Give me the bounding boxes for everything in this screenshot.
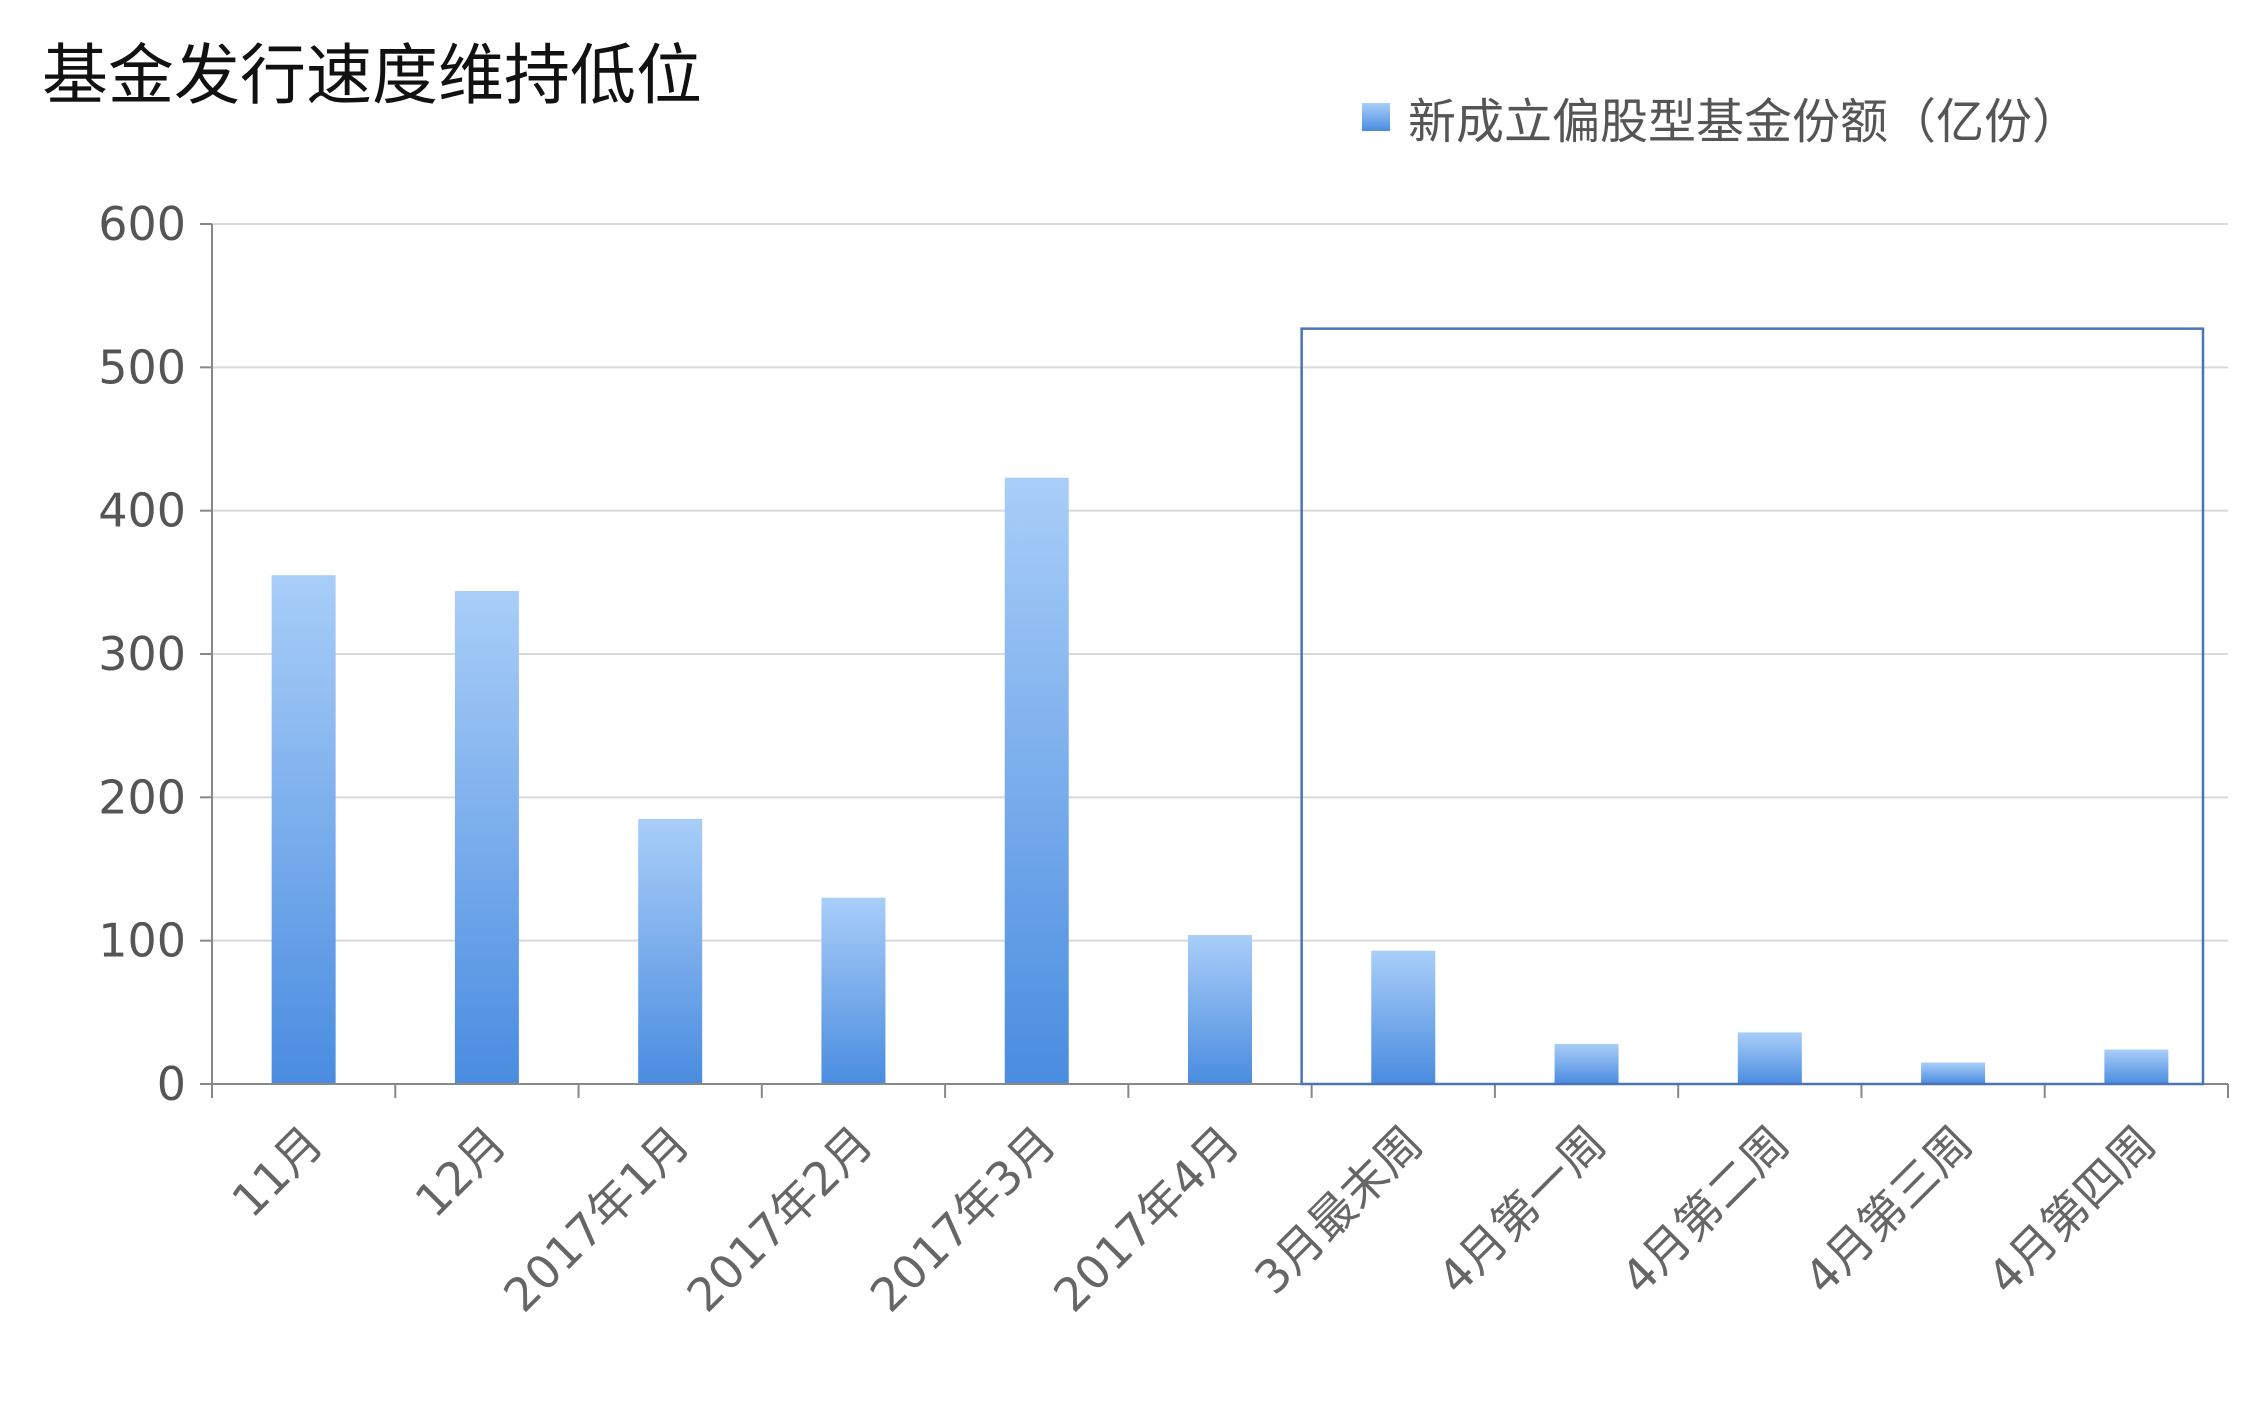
y-tick-label: 0 <box>157 1057 186 1111</box>
highlight-box <box>1300 327 2205 1086</box>
bar <box>271 575 336 1084</box>
y-tick-labels: 0 100 200 300 400 500 600 <box>98 197 186 1111</box>
bar <box>1004 477 1069 1084</box>
y-tick-label: 300 <box>98 627 186 681</box>
bar <box>1371 950 1436 1084</box>
legend-label: 新成立偏股型基金份额（亿份） <box>1408 94 2081 150</box>
y-tick-label: 400 <box>98 484 186 538</box>
bar <box>1188 934 1252 1084</box>
x-tick-label: 3月最末周 <box>1244 1116 1433 1305</box>
bar <box>1554 1043 1619 1084</box>
y-tick-label: 200 <box>98 770 186 824</box>
bar <box>638 818 703 1084</box>
bar <box>454 590 519 1084</box>
bar <box>1737 1032 1802 1084</box>
y-tick-label: 500 <box>98 340 186 394</box>
x-tick-label: 2017年3月 <box>860 1116 1067 1323</box>
x-tick-label: 4月第四周 <box>1977 1116 2166 1305</box>
x-tick-label: 2017年1月 <box>493 1116 700 1323</box>
highlight-box-layer <box>1300 327 2205 1086</box>
bar <box>2104 1049 2169 1084</box>
bar <box>821 897 886 1084</box>
x-tick-labels: 11月 12月2017年1月2017年2月2017年3月2017年4月3月最末周4… <box>221 1116 2166 1323</box>
legend-swatch <box>1362 103 1390 131</box>
bars <box>271 477 2169 1084</box>
x-tick-label: 2017年4月 <box>1043 1116 1250 1323</box>
x-tick-label: 2017年2月 <box>677 1116 884 1323</box>
grid-lines <box>200 223 2228 1085</box>
x-tick-label: 4月第二周 <box>1611 1116 1800 1305</box>
legend: 新成立偏股型基金份额（亿份） <box>1362 82 2080 152</box>
chart-title: 基金发行速度维持低位 <box>42 37 702 114</box>
y-tick-label: 100 <box>98 914 186 968</box>
y-tick-label: 600 <box>98 197 186 251</box>
bar <box>1921 1062 1986 1084</box>
x-tick-label: 4月第三周 <box>1794 1116 1983 1305</box>
x-tick-label: 12月 <box>405 1116 517 1228</box>
x-tick-label: 4月第一周 <box>1427 1116 1616 1305</box>
x-tick-label: 11月 <box>221 1116 333 1228</box>
